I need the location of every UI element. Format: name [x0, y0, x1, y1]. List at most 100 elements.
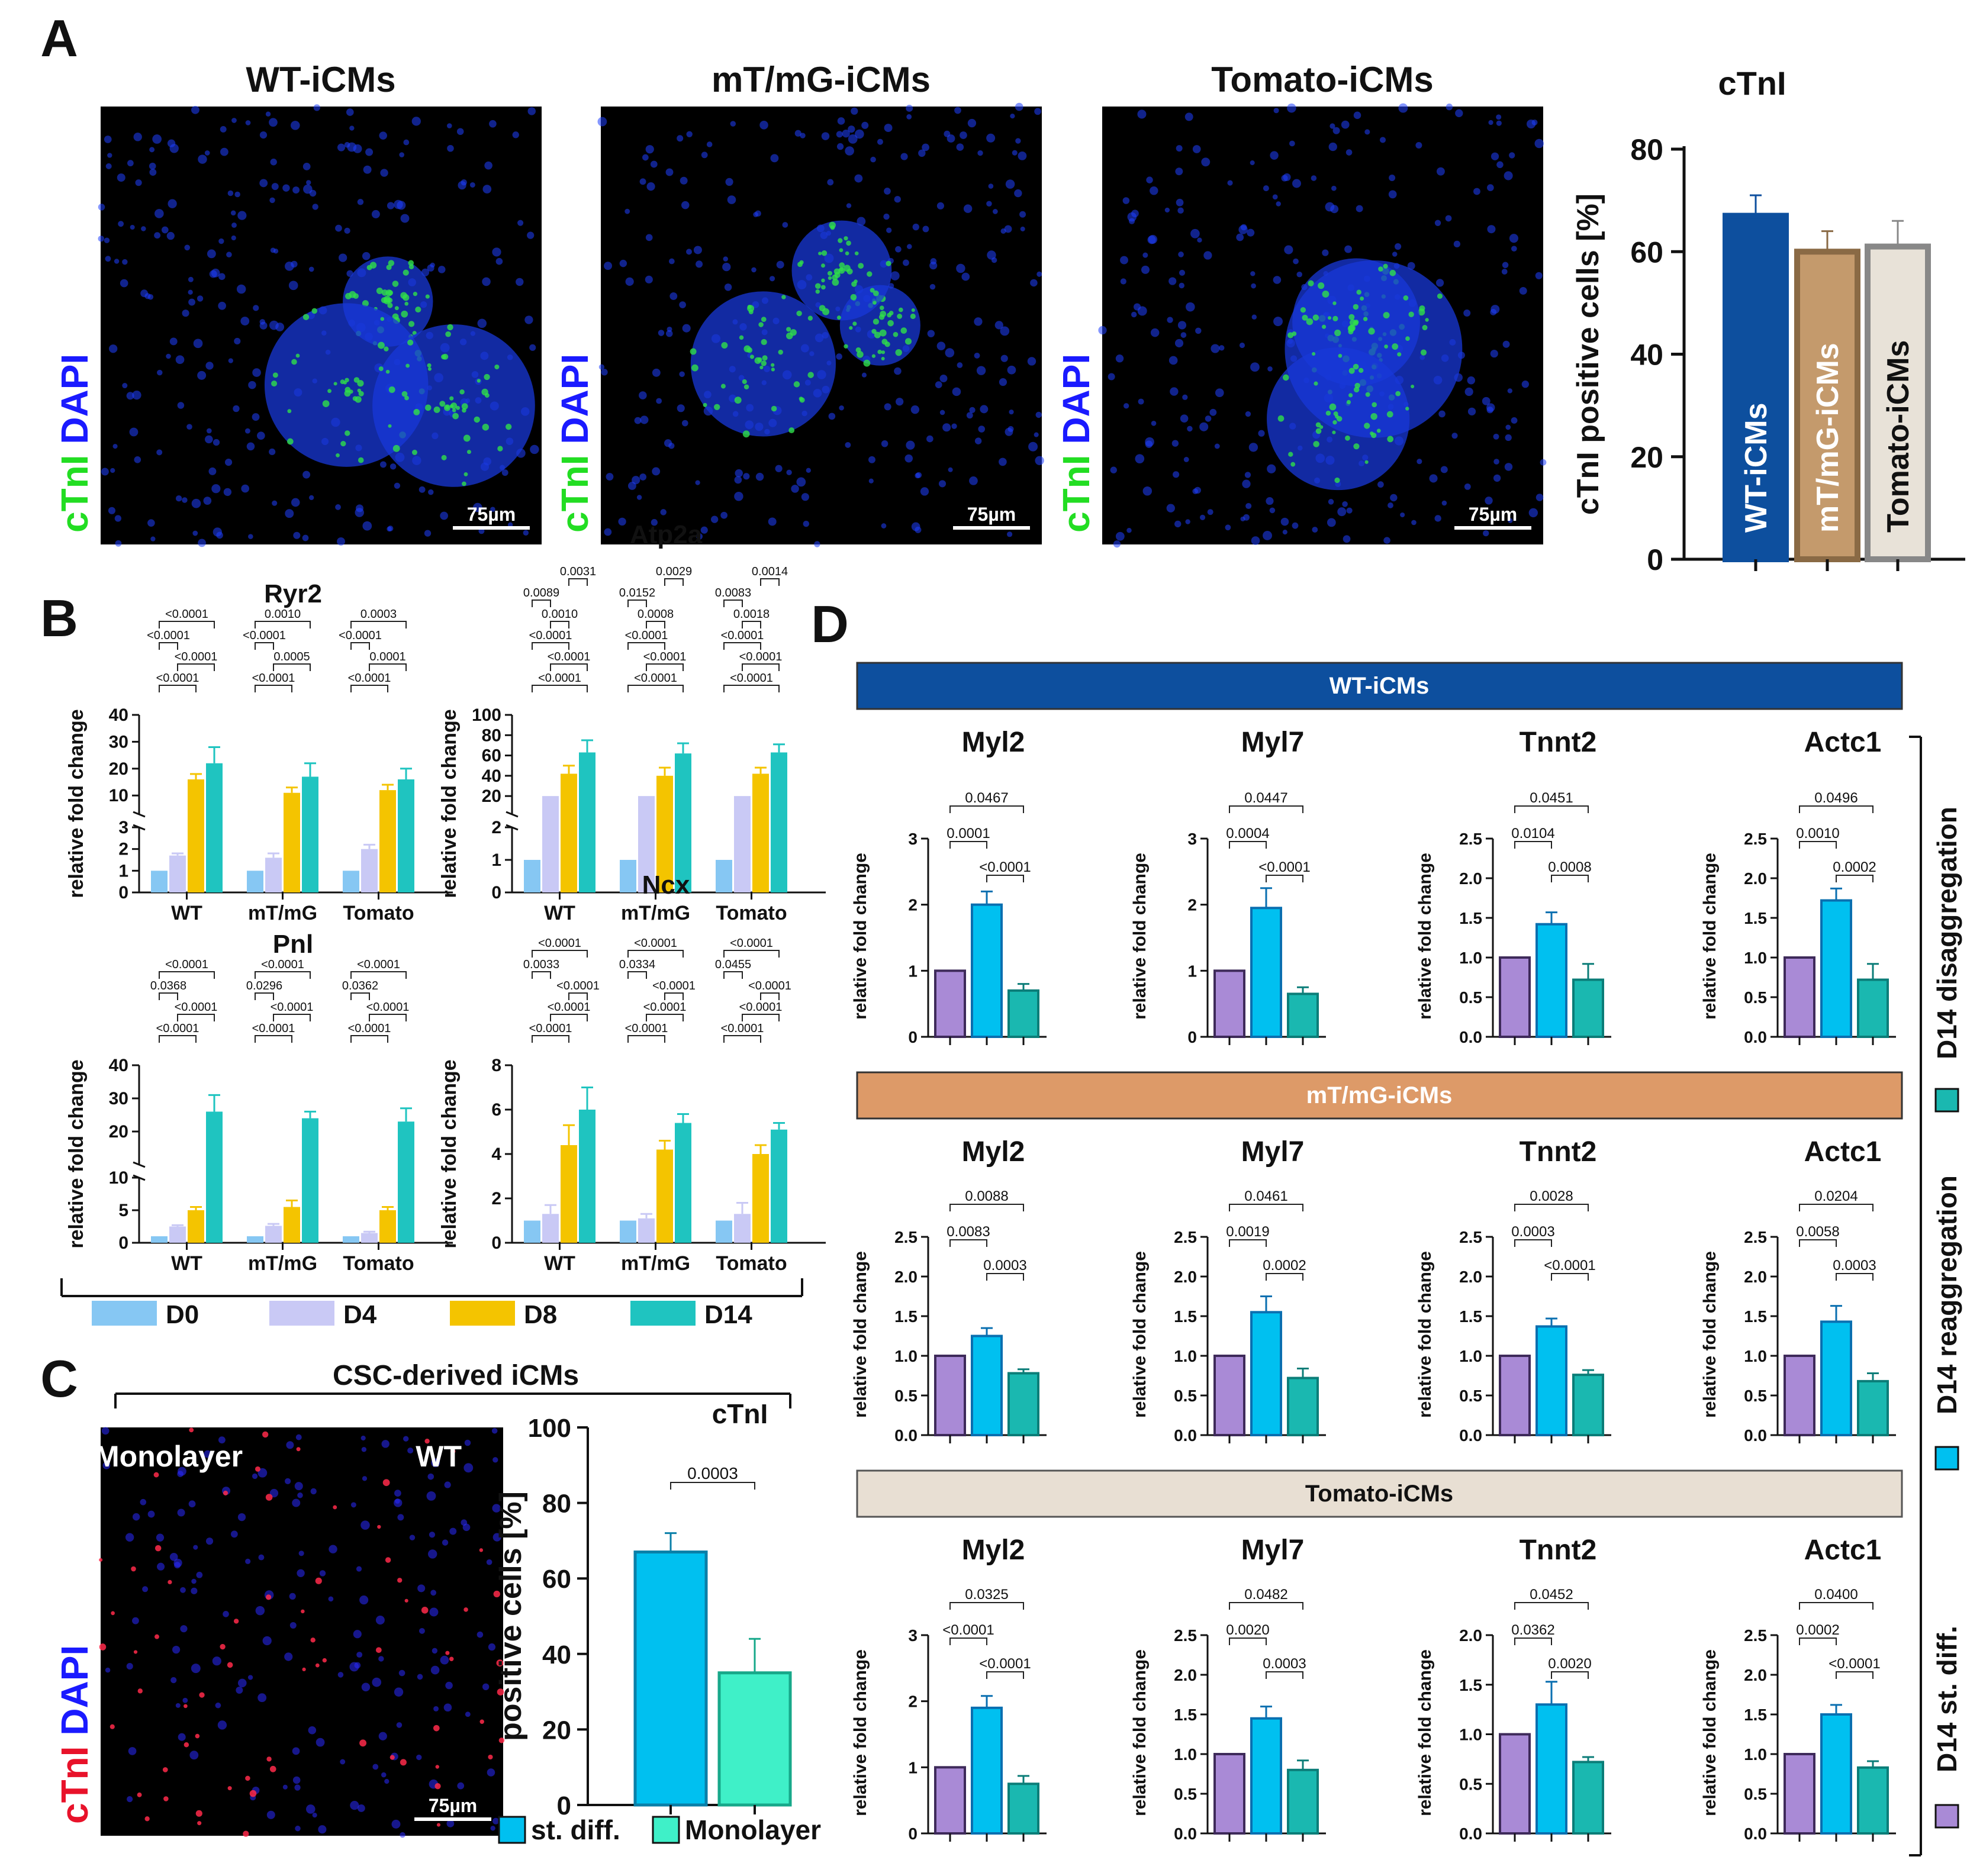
- nucleus: [681, 420, 688, 427]
- nucleus: [1528, 508, 1538, 518]
- p-value-label: 0.0003: [687, 1464, 738, 1482]
- x-tick-label: mT/mG: [248, 1252, 317, 1275]
- nucleus: [1176, 198, 1184, 207]
- ctni-signal: [389, 1755, 395, 1760]
- nucleus: [974, 317, 983, 326]
- y-tick-label: 0.5: [1459, 1387, 1482, 1405]
- nucleus: [346, 108, 354, 116]
- p-value-label: <0.0001: [357, 958, 400, 971]
- nucleus: [298, 1551, 304, 1556]
- nucleus: [492, 1504, 501, 1513]
- ctni-signal: [1329, 403, 1337, 411]
- ctni-signal: [703, 402, 707, 407]
- ctni-signal: [1376, 428, 1381, 433]
- ctni-signal: [739, 335, 744, 340]
- nucleus: [1145, 440, 1153, 448]
- ctni-signal: [788, 427, 795, 434]
- nucleus: [1263, 185, 1269, 192]
- nucleus: [1464, 483, 1471, 490]
- ctni-signal: [1314, 381, 1318, 386]
- ctni-signal: [1419, 305, 1425, 312]
- p-value-label: 0.0089: [523, 586, 559, 599]
- p-value-label: 0.0467: [965, 790, 1008, 806]
- significance-bracket: [1514, 1204, 1589, 1211]
- nucleus: [1287, 103, 1296, 113]
- nucleus: [883, 213, 890, 220]
- bar: [734, 1214, 751, 1243]
- bar: [771, 1129, 787, 1243]
- ctni-signal: [858, 263, 864, 269]
- significance-bracket: [532, 599, 551, 607]
- nucleus: [1505, 424, 1511, 430]
- nucleus: [1250, 271, 1256, 276]
- significance-bracket: [159, 642, 178, 650]
- nucleus: [957, 362, 963, 368]
- nucleus: [457, 1782, 465, 1790]
- nucleus: [1502, 262, 1509, 269]
- nucleus: [725, 178, 733, 186]
- nucleus: [365, 148, 374, 156]
- bar: [169, 855, 186, 892]
- nucleus: [680, 176, 688, 185]
- nucleus: [114, 259, 120, 264]
- nucleus: [1239, 342, 1245, 349]
- ctni-signal: [836, 315, 841, 320]
- ctni-signal: [1392, 343, 1399, 350]
- nucleus: [1502, 340, 1510, 348]
- stain-label-1: cTnI: [53, 455, 96, 533]
- nucleus: [890, 271, 900, 281]
- p-value-label: 0.0010: [542, 608, 578, 621]
- chart-title: Atp2a: [630, 520, 703, 549]
- ctni-signal: [771, 405, 777, 412]
- legend-swatch: [450, 1301, 515, 1326]
- significance-bracket: [949, 1602, 1024, 1610]
- ctni-signal: [1283, 374, 1289, 381]
- nucleus: [417, 1674, 423, 1680]
- ctni-signal: [721, 341, 728, 349]
- p-value-label: <0.0001: [979, 1656, 1031, 1672]
- nucleus: [1248, 443, 1258, 452]
- p-value-label: 0.0003: [360, 608, 397, 621]
- p-value-label: 0.0088: [965, 1188, 1008, 1204]
- ctni-signal: [375, 1647, 382, 1653]
- ctni-signal: [1395, 391, 1401, 397]
- ctni-signal: [1405, 407, 1409, 411]
- bar: [284, 1207, 300, 1243]
- p-value-label: <0.0001: [634, 672, 677, 685]
- nucleus: [1464, 387, 1473, 397]
- nucleus: [845, 441, 851, 448]
- nucleus: [168, 199, 177, 208]
- ctni-signal: [1332, 301, 1337, 305]
- ctni-signal: [734, 397, 742, 404]
- significance-bracket: [550, 1014, 588, 1021]
- ctni-signal: [322, 400, 330, 407]
- y-axis-label: relative fold change: [1130, 1649, 1150, 1816]
- nucleus: [861, 372, 867, 378]
- nucleus: [127, 160, 134, 167]
- nucleus: [340, 1759, 346, 1765]
- ctni-signal: [884, 341, 890, 347]
- nucleus: [430, 1665, 440, 1675]
- nucleus: [1272, 194, 1278, 200]
- ctni-signal: [349, 291, 356, 298]
- nucleus: [270, 159, 277, 166]
- significance-bracket: [550, 621, 569, 628]
- ctni-signal: [484, 393, 490, 398]
- ctni-signal: [459, 389, 465, 395]
- nucleus: [378, 1656, 384, 1662]
- nucleus: [814, 541, 820, 547]
- significance-bracket: [1514, 1602, 1589, 1610]
- nucleus: [1377, 481, 1384, 488]
- row-header-label: mT/mG-iCMs: [1306, 1082, 1453, 1108]
- nucleus: [846, 203, 852, 208]
- nucleus: [1346, 507, 1353, 514]
- nucleus: [1197, 237, 1202, 243]
- nucleus: [1244, 472, 1251, 478]
- nucleus: [292, 1747, 300, 1755]
- nucleus: [1135, 454, 1145, 464]
- nucleus: [328, 1596, 334, 1602]
- nucleus: [1534, 138, 1544, 149]
- ctni-signal: [184, 1704, 188, 1709]
